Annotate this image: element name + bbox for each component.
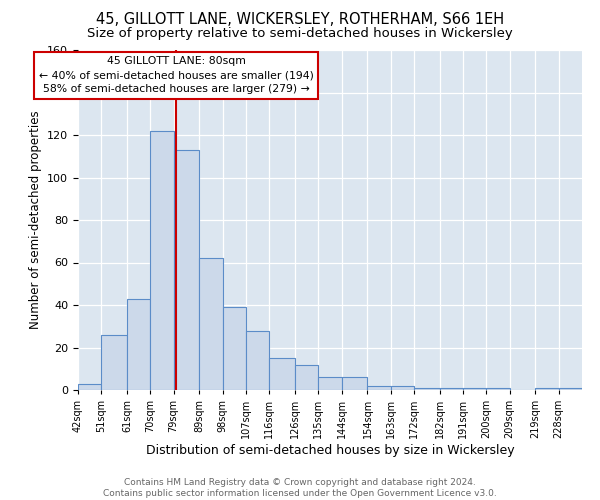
Bar (78, 384, 101, 390)
Bar (487, 388, 509, 390)
Bar (101, 335, 127, 390)
Bar (440, 388, 463, 390)
Bar (341, 378, 367, 390)
Bar (173, 150, 199, 390)
Bar (463, 388, 487, 390)
Bar (127, 298, 151, 390)
Bar (391, 386, 414, 390)
Text: Size of property relative to semi-detached houses in Wickersley: Size of property relative to semi-detach… (87, 28, 513, 40)
Bar (535, 388, 559, 390)
Y-axis label: Number of semi-detached properties: Number of semi-detached properties (29, 110, 41, 330)
Text: Contains HM Land Registry data © Crown copyright and database right 2024.
Contai: Contains HM Land Registry data © Crown c… (103, 478, 497, 498)
Bar (367, 386, 391, 390)
Bar (151, 130, 173, 390)
Bar (414, 388, 440, 390)
Bar (269, 358, 295, 390)
Bar (295, 364, 319, 390)
Text: 45, GILLOTT LANE, WICKERSLEY, ROTHERHAM, S66 1EH: 45, GILLOTT LANE, WICKERSLEY, ROTHERHAM,… (96, 12, 504, 28)
Bar (319, 378, 341, 390)
X-axis label: Distribution of semi-detached houses by size in Wickersley: Distribution of semi-detached houses by … (146, 444, 514, 457)
Bar (223, 307, 246, 390)
Bar (559, 388, 582, 390)
Bar (199, 258, 223, 390)
Text: 45 GILLOTT LANE: 80sqm
← 40% of semi-detached houses are smaller (194)
58% of se: 45 GILLOTT LANE: 80sqm ← 40% of semi-det… (39, 56, 314, 94)
Bar (246, 330, 269, 390)
